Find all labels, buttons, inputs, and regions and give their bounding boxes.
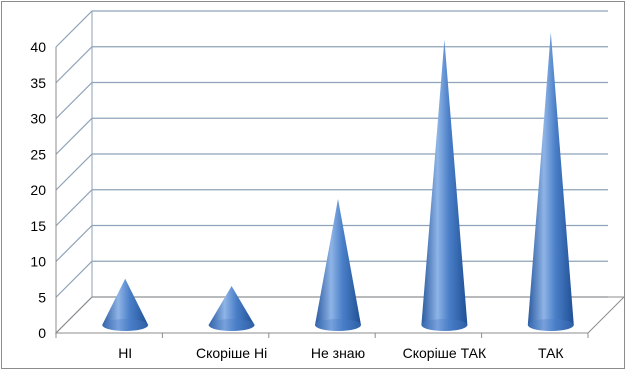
y-tick-label: 10 <box>30 254 46 270</box>
cone-bar <box>421 39 468 331</box>
chart-frame: 0 5 10 15 20 25 30 35 40 НІ Скоріше Ні Не знаю Скор… <box>1 1 626 369</box>
cone-bar <box>315 199 361 331</box>
x-category-label: Скоріше ТАК <box>403 345 487 361</box>
x-category-label: Скоріше Ні <box>196 345 267 361</box>
y-tick-label: 40 <box>30 39 46 55</box>
gridline <box>55 117 608 155</box>
cone-bar <box>208 286 255 331</box>
x-category-label: Не знаю <box>311 345 365 361</box>
x-category-label: НІ <box>118 345 132 361</box>
y-tick-label: 20 <box>30 182 46 198</box>
gridline <box>55 153 608 191</box>
y-tick-label: 35 <box>30 75 46 91</box>
gridline <box>55 10 608 48</box>
y-tick-label: 15 <box>30 218 46 234</box>
gridline <box>55 81 608 119</box>
cone-bar <box>102 278 149 331</box>
y-tick-label: 25 <box>30 146 46 162</box>
cone-bar <box>527 32 574 331</box>
x-axis-categories: НІ Скоріше Ні Не знаю Скоріше ТАК ТАК <box>118 345 564 361</box>
gridline <box>55 189 608 227</box>
y-tick-label: 0 <box>38 325 46 341</box>
x-category-label: ТАК <box>538 345 564 361</box>
y-tick-label: 30 <box>30 111 46 127</box>
axes <box>54 11 626 338</box>
y-tick-label: 5 <box>38 289 46 305</box>
gridline <box>55 46 608 84</box>
cones <box>102 32 574 331</box>
y-axis-ticks: 0 5 10 15 20 25 30 35 40 <box>30 39 46 341</box>
